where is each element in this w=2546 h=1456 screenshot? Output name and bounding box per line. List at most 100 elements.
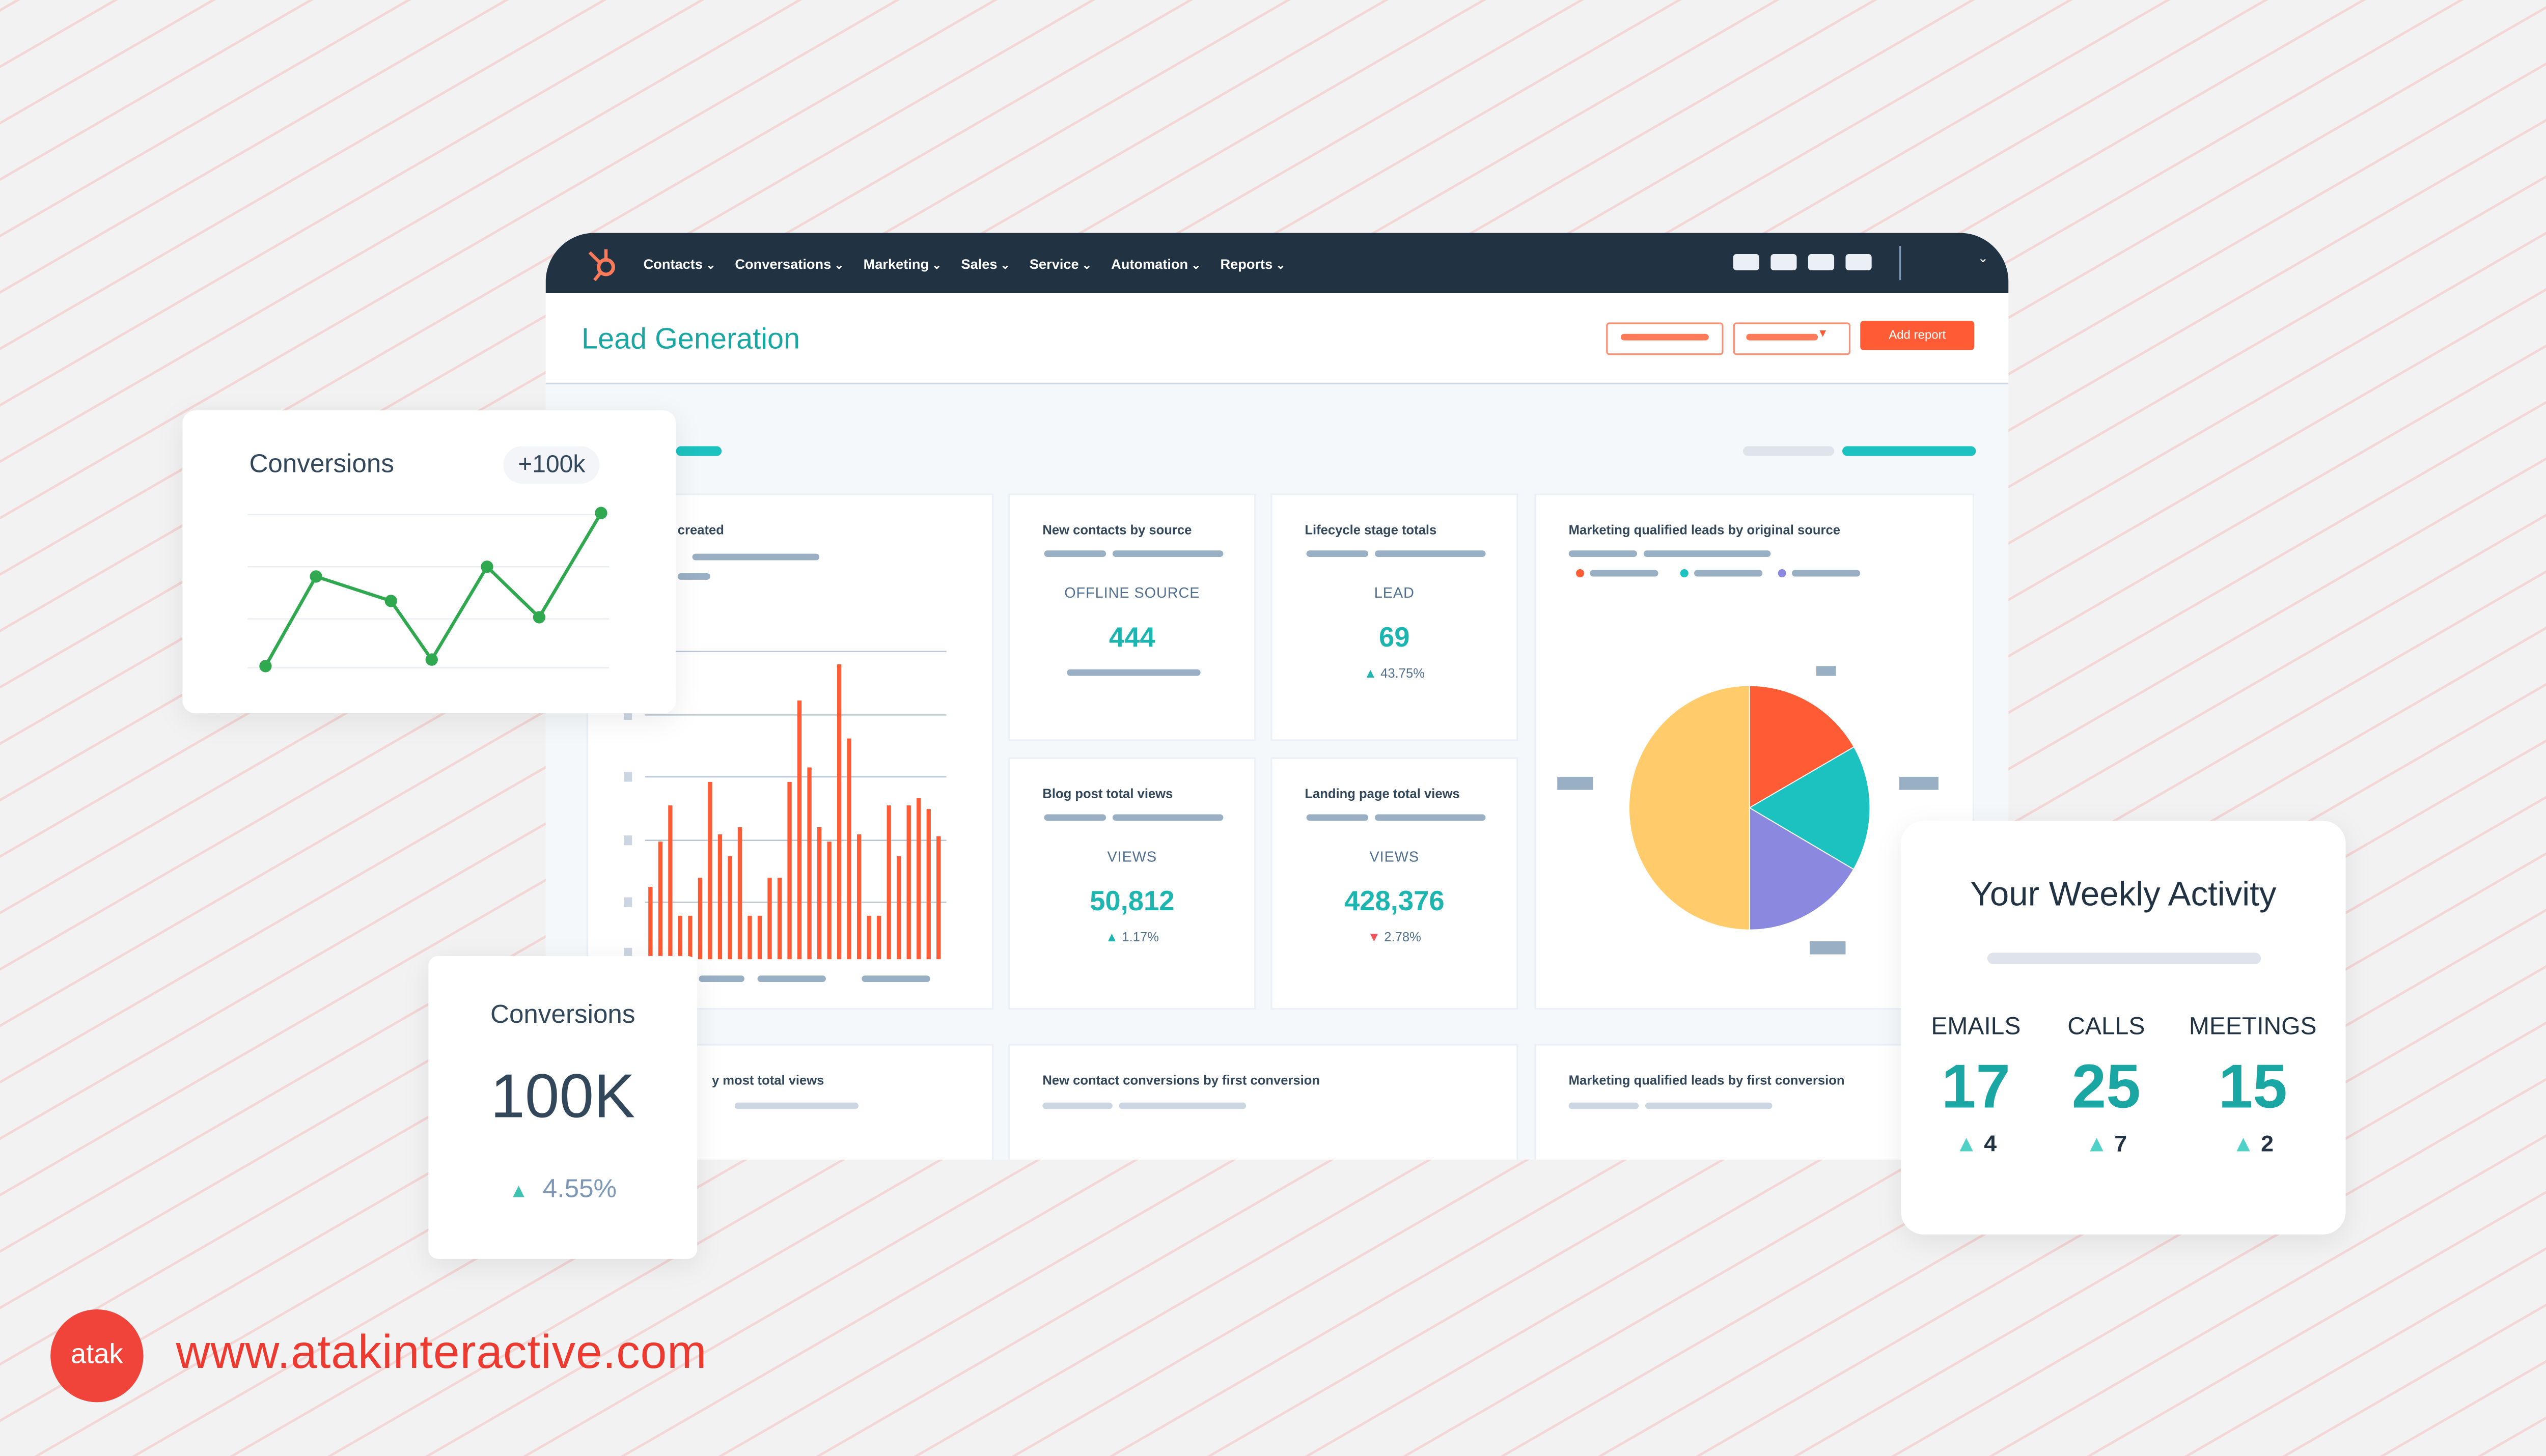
placeholder-bar: [1306, 814, 1369, 821]
card-title: Landing page total views: [1305, 787, 1460, 801]
nav-marketing[interactable]: Marketing: [864, 255, 942, 271]
stat-label: CALLS: [2067, 1013, 2145, 1041]
card-title: New contacts by source: [1042, 522, 1192, 538]
nav-service[interactable]: Service: [1030, 255, 1092, 271]
placeholder-bar: [1044, 814, 1106, 821]
website-url[interactable]: www.atakinteractive.com: [176, 1327, 707, 1380]
landing-views-card[interactable]: Landing page total views VIEWS 428,376 ▼…: [1270, 757, 1518, 1010]
bar: [797, 700, 802, 960]
card-title: Conversions: [490, 1001, 635, 1029]
pie-slice: [1748, 746, 1871, 870]
bar: [708, 781, 712, 960]
bar: [887, 805, 891, 960]
slice-label-placeholder: [1816, 666, 1836, 676]
placeholder-bar: [1643, 550, 1771, 557]
date-range-pill[interactable]: [1742, 446, 1835, 456]
x-tick-placeholder: [699, 975, 744, 982]
new-contacts-card[interactable]: New contacts by source OFFLINE SOURCE 44…: [1008, 493, 1256, 741]
data-point: [425, 653, 438, 666]
kpi-label: VIEWS: [1107, 848, 1157, 865]
bar: [837, 664, 842, 960]
legend-label-placeholder: [1590, 570, 1658, 577]
atak-logo: atak: [50, 1309, 144, 1403]
nav-icon[interactable]: [1770, 254, 1797, 271]
card-title: y most total views: [711, 1073, 824, 1088]
slice-label-placeholder: [1810, 941, 1846, 955]
nav-icon[interactable]: [1845, 254, 1872, 271]
legend-label-placeholder: [1694, 570, 1763, 577]
nav-icon[interactable]: [1808, 254, 1835, 271]
nav-icon[interactable]: [1733, 254, 1759, 271]
weekly-activity-card: Your Weekly Activity EMAILS 17 ▲ 4 CALLS…: [1901, 821, 2346, 1235]
kpi-change: 43.75%: [1380, 666, 1425, 681]
bar: [678, 915, 683, 960]
pie-slice: [1628, 685, 1750, 931]
bar: [777, 878, 782, 960]
placeholder-bar: [1112, 814, 1224, 821]
line-chart: [247, 507, 610, 673]
y-tick-placeholder: [624, 772, 632, 782]
data-point: [533, 611, 546, 624]
nav-conversations[interactable]: Conversations: [735, 255, 844, 271]
meetings-stat: MEETINGS 15 ▲ 2: [2162, 1013, 2344, 1157]
y-tick-placeholder: [624, 947, 632, 958]
data-point: [481, 561, 493, 573]
placeholder-bar: [677, 573, 710, 580]
placeholder-bar: [1374, 814, 1486, 821]
placeholder-bar: [1112, 550, 1224, 557]
mql-source-card[interactable]: Marketing qualified leads by original so…: [1534, 493, 1975, 1010]
kpi-value: 428,376: [1344, 886, 1445, 917]
bar: [827, 842, 832, 960]
data-point: [310, 570, 322, 583]
hubspot-logo-icon[interactable]: [582, 242, 624, 284]
nav-automation[interactable]: Automation: [1111, 255, 1201, 271]
page-header: Lead Generation ▾ Add report: [545, 293, 2009, 384]
line-series: [264, 512, 603, 667]
kpi-label: VIEWS: [1369, 848, 1420, 865]
bar: [807, 767, 812, 960]
top-nav: Contacts Conversations Marketing Sales S…: [545, 233, 2009, 293]
card-title: Your Weekly Activity: [1970, 876, 2277, 914]
bar: [897, 856, 901, 960]
blog-views-card[interactable]: Blog post total views VIEWS 50,812 ▲ 1.1…: [1008, 757, 1256, 1010]
pie-slice: [1749, 807, 1855, 931]
slice-label-placeholder: [1557, 776, 1593, 790]
lifecycle-card[interactable]: Lifecycle stage totals LEAD 69 ▲ 43.75%: [1270, 493, 1518, 741]
stat-value: 25: [2071, 1053, 2141, 1123]
placeholder-bar: [1987, 953, 2261, 964]
bar: [917, 798, 921, 960]
down-triangle-icon: ▼: [1367, 930, 1381, 945]
up-triangle-icon: ▲: [1955, 1130, 1978, 1157]
new-contact-conversions-card[interactable]: New contact conversions by first convers…: [1008, 1044, 1518, 1160]
add-report-button[interactable]: Add report: [1860, 321, 1975, 350]
filter-button[interactable]: [1606, 322, 1724, 355]
up-triangle-icon: ▲: [2232, 1130, 2255, 1157]
mql-conversion-card[interactable]: Marketing qualified leads by first conve…: [1534, 1044, 1975, 1160]
nav-reports[interactable]: Reports: [1221, 255, 1286, 271]
nav-contacts[interactable]: Contacts: [644, 255, 715, 271]
account-chevron-down-icon[interactable]: ⌄: [1977, 250, 1989, 266]
conversions-line-card: Conversions +100k: [182, 410, 676, 714]
tab-indicator[interactable]: [676, 446, 722, 456]
kpi-label: LEAD: [1374, 584, 1415, 601]
kpi-change: 1.17%: [1122, 930, 1159, 945]
dropdown-button[interactable]: ▾: [1733, 322, 1851, 355]
nav-sales[interactable]: Sales: [961, 255, 1010, 271]
stat-change: 2: [2261, 1130, 2274, 1157]
y-tick-placeholder: [624, 897, 632, 907]
up-triangle-icon: ▲: [2085, 1130, 2108, 1157]
bar: [648, 887, 653, 960]
bar: [728, 856, 732, 960]
bar: [906, 805, 911, 960]
bar: [737, 827, 742, 960]
placeholder-bar: [1568, 550, 1637, 557]
page-title: Lead Generation: [582, 322, 800, 355]
card-title: New contact conversions by first convers…: [1042, 1073, 1320, 1088]
data-point: [259, 660, 272, 673]
date-range-pill-active[interactable]: [1842, 446, 1976, 456]
legend-dot: [1576, 569, 1585, 578]
kpi-value: 444: [1109, 622, 1155, 653]
placeholder-bar: [1119, 1102, 1247, 1109]
data-point: [595, 507, 607, 519]
